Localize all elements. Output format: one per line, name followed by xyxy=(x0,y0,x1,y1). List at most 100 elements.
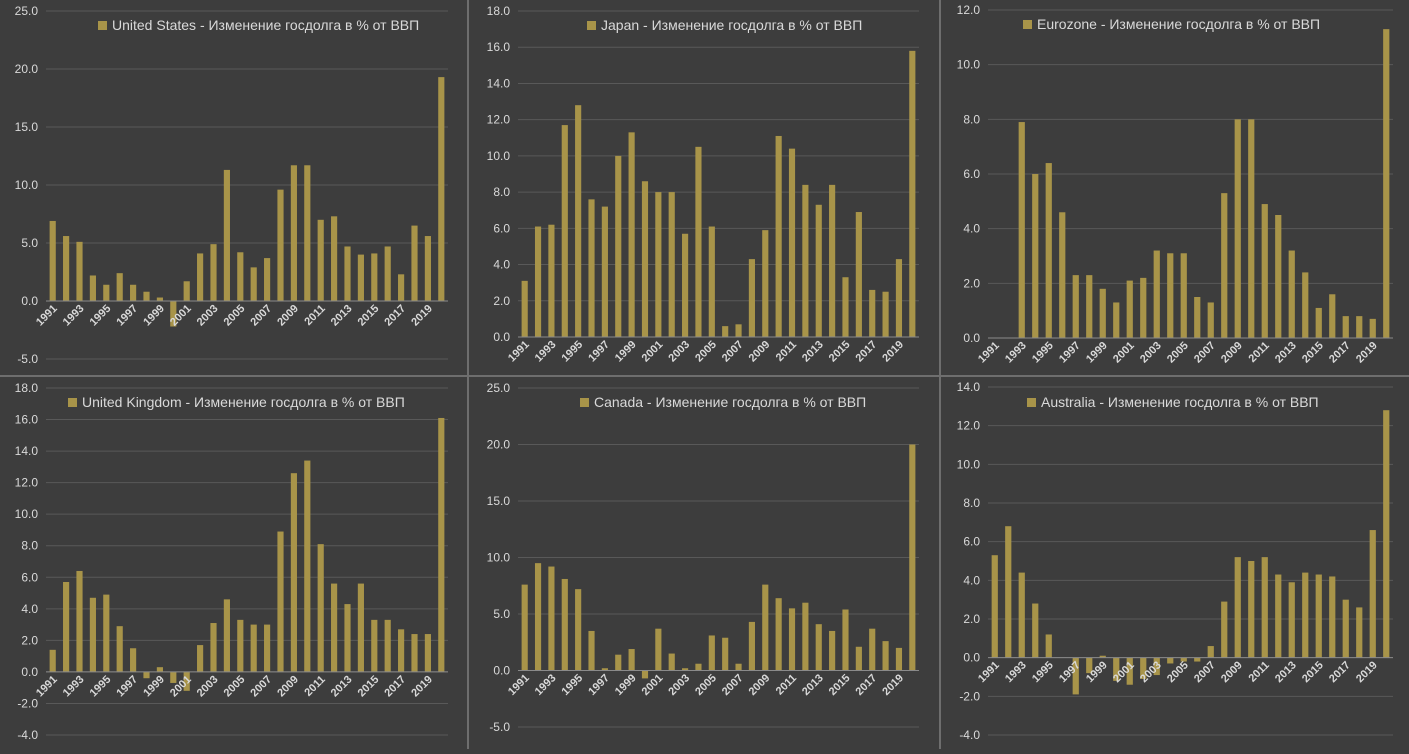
y-tick-label: -5.0 xyxy=(489,720,510,734)
y-tick-label: 10.0 xyxy=(15,178,39,192)
x-tick-label: 2015 xyxy=(827,672,853,698)
bar xyxy=(143,671,150,679)
legend-swatch xyxy=(587,21,596,30)
bar xyxy=(304,460,311,672)
y-tick-label: 14.0 xyxy=(15,444,39,458)
x-tick-label: 1995 xyxy=(559,672,585,698)
y-tick-label: 2.0 xyxy=(963,276,980,290)
x-tick-label: 1995 xyxy=(88,303,114,329)
bar xyxy=(1383,410,1390,658)
bar xyxy=(575,589,582,671)
bar xyxy=(668,653,675,671)
bar xyxy=(1045,163,1052,338)
x-tick-label: 2019 xyxy=(409,674,435,700)
x-tick-label: 2009 xyxy=(275,674,301,700)
y-tick-label: -2.0 xyxy=(959,689,980,703)
bar xyxy=(398,629,405,672)
bar xyxy=(1086,275,1093,338)
bar xyxy=(183,281,190,301)
bar xyxy=(116,273,123,301)
bar xyxy=(521,584,528,671)
bar xyxy=(601,206,608,337)
x-tick-label: 1995 xyxy=(1030,659,1056,685)
x-tick-label: 2007 xyxy=(248,674,274,700)
bar xyxy=(869,289,876,337)
bar xyxy=(49,649,56,672)
legend-label: Japan - Изменение госдолга в % от ВВП xyxy=(601,17,862,33)
bar xyxy=(1248,119,1255,338)
x-tick-label: 1997 xyxy=(114,674,140,700)
x-tick-label: 2005 xyxy=(222,303,248,329)
bar xyxy=(1045,634,1052,658)
bar xyxy=(170,671,177,683)
bar xyxy=(1221,193,1228,338)
bar xyxy=(384,619,391,672)
bar xyxy=(1248,561,1255,658)
y-tick-label: 15.0 xyxy=(487,494,511,508)
bar xyxy=(788,148,796,337)
x-tick-label: 1999 xyxy=(613,672,639,698)
y-tick-label: 8.0 xyxy=(963,496,980,510)
bar xyxy=(1153,657,1160,676)
bar xyxy=(223,169,230,301)
bar xyxy=(1221,601,1228,658)
bar xyxy=(722,326,729,337)
x-tick-label: 1995 xyxy=(559,339,585,365)
y-tick-label: 25.0 xyxy=(15,4,39,18)
bar xyxy=(909,50,916,337)
bar xyxy=(1018,572,1025,658)
bar xyxy=(344,246,351,301)
legend-swatch xyxy=(68,398,77,407)
bar xyxy=(331,216,338,301)
x-tick-label: 2003 xyxy=(195,303,221,329)
bar xyxy=(1356,316,1363,338)
bar xyxy=(1032,174,1039,338)
x-tick-label: 1993 xyxy=(61,674,87,700)
y-tick-label: 0.0 xyxy=(493,330,510,344)
bar xyxy=(1167,657,1174,664)
y-tick-label: 12.0 xyxy=(15,476,39,490)
bar xyxy=(331,583,338,672)
y-tick-label: 15.0 xyxy=(15,120,39,134)
y-tick-label: 20.0 xyxy=(15,62,39,76)
legend-label: Eurozone - Изменение госдолга в % от ВВП xyxy=(1037,16,1320,32)
bar xyxy=(855,646,862,671)
bar xyxy=(1005,526,1012,658)
bar xyxy=(615,654,622,671)
bar xyxy=(210,244,217,301)
bar xyxy=(991,555,998,658)
bar xyxy=(735,324,742,337)
y-tick-label: 0.0 xyxy=(493,664,510,678)
bar xyxy=(89,597,96,672)
x-tick-label: 1993 xyxy=(1003,340,1029,366)
y-tick-label: -4.0 xyxy=(17,728,38,742)
bar xyxy=(237,252,244,301)
bar xyxy=(76,570,83,672)
y-tick-label: 12.0 xyxy=(957,3,981,17)
bar xyxy=(668,192,675,337)
x-tick-label: 1995 xyxy=(1030,340,1056,366)
legend: United Kingdom - Изменение госдолга в % … xyxy=(68,394,405,410)
bar xyxy=(615,155,622,337)
y-tick-label: 10.0 xyxy=(487,149,511,163)
x-tick-label: 2017 xyxy=(854,672,880,698)
bar xyxy=(197,645,204,672)
y-tick-label: 8.0 xyxy=(21,539,38,553)
x-tick-label: 2015 xyxy=(827,339,853,365)
bar xyxy=(411,225,418,301)
bar xyxy=(1288,250,1295,338)
bar xyxy=(641,181,649,337)
x-tick-label: 2019 xyxy=(409,303,435,329)
x-tick-label: 2011 xyxy=(302,674,327,699)
bar xyxy=(882,641,889,671)
x-tick-label: 2015 xyxy=(1300,659,1326,685)
bar xyxy=(424,634,431,672)
bar xyxy=(815,204,822,337)
x-tick-label: 2011 xyxy=(1247,659,1272,684)
bar xyxy=(708,226,715,337)
chart-panel: -4.0 -2.0 0.0 2.0 4.0 6.0 8.0 10.0 12.0 14.0 16.0 1… xyxy=(0,377,467,749)
x-tick-label: 2013 xyxy=(1273,340,1299,366)
bar xyxy=(1099,655,1106,658)
x-tick-label: 2005 xyxy=(693,339,719,365)
bar xyxy=(264,624,271,672)
